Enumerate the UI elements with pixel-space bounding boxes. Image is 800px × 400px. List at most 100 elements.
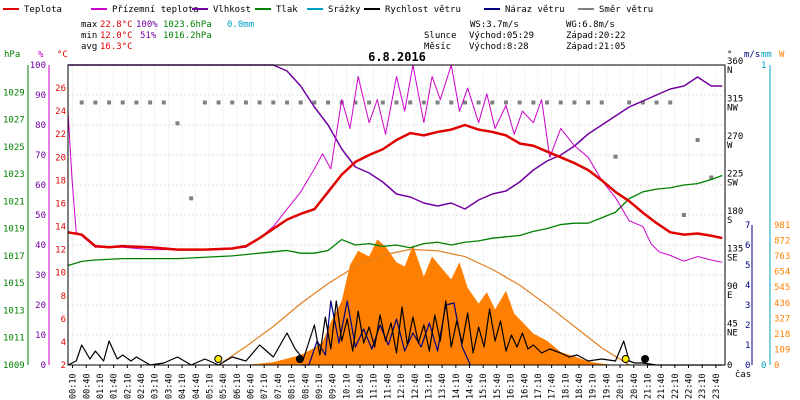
x-tick-label: 13:40 (438, 373, 448, 399)
tick-wind-dir-deg: 270 (727, 132, 743, 142)
tick-pressure: 1021 (3, 197, 25, 207)
left-axes: 1009101110131015101710191021102310251027… (3, 61, 66, 371)
wind-dir-point (148, 100, 153, 105)
series-temperature (67, 123, 723, 251)
tick-wind-dir-deg: 180 (727, 207, 743, 217)
legend-label-dew_point: Přízemní teplota (112, 5, 199, 15)
tick-humidity: 70 (35, 151, 46, 161)
axis-header-watt: W (779, 50, 785, 60)
stats-max-temp: 22.8°C (100, 20, 133, 30)
tick-temperature: 14 (55, 223, 66, 233)
stats-min-press: 1016.2hPa (163, 31, 212, 41)
x-tick-label: 02:40 (137, 373, 147, 399)
wind-dir-point (421, 100, 426, 105)
tick-wind-dir-name: SE (727, 254, 738, 264)
x-axis: 00:10 00:40 01:10 01:40 02:10 02:40 03:10 03:40… (69, 365, 722, 399)
tick-wind-ms: 5 (745, 261, 750, 271)
wind-speed-avg: WS:3.7m/s (470, 20, 519, 30)
tick-humidity: 20 (35, 301, 46, 311)
tick-wind-ms: 1 (745, 341, 750, 351)
tick-solar: 981 (774, 221, 790, 231)
tick-humidity: 30 (35, 271, 46, 281)
wind-dir-layer (79, 100, 714, 217)
tick-temperature: 2 (61, 361, 66, 371)
sunrise-time: Východ:05:29 (469, 31, 534, 41)
x-tick-label: 14:10 (452, 373, 462, 399)
tick-pressure: 1011 (3, 334, 25, 344)
solar-layer (218, 239, 630, 366)
tick-wind-dir-deg: 315 (727, 95, 743, 105)
moon-label: Měsíc (424, 42, 451, 52)
tick-wind-dir-deg: 360 (727, 57, 743, 67)
tick-solar: 218 (774, 330, 790, 340)
x-tick-label: 04:10 (178, 373, 188, 399)
wind-dir-point (312, 100, 317, 105)
x-tick-label: 13:10 (424, 373, 434, 399)
x-tick-label: 16:10 (507, 373, 517, 399)
x-tick-label: 23:10 (698, 373, 708, 399)
marker-layer (214, 355, 650, 363)
tick-humidity: 90 (35, 91, 46, 101)
wind-dir-point (462, 100, 467, 105)
tick-solar: 0 (774, 361, 779, 371)
x-tick-label: 01:40 (110, 373, 120, 399)
wind-dir-point (230, 100, 235, 105)
tick-pressure: 1019 (3, 225, 25, 235)
stats-max-press: 1023.6hPa (163, 20, 212, 30)
tick-wind-ms: 3 (745, 301, 750, 311)
wind-dir-point (120, 100, 125, 105)
x-tick-label: 07:10 (260, 373, 270, 399)
stats-min-temp: 12.0°C (100, 31, 133, 41)
wind-dir-point (93, 100, 98, 105)
stats-max-label: max (81, 20, 98, 30)
stats-avg-label: avg (81, 42, 97, 52)
tick-humidity: 40 (35, 241, 46, 251)
legend-label-wind_dir: Směr větru (599, 5, 653, 15)
axis-header-ms: m/s (744, 50, 760, 60)
wind-dir-point (586, 100, 591, 105)
tick-solar: 872 (774, 237, 790, 247)
tick-wind-dir-deg: 135 (727, 245, 743, 255)
legend-label-wind_speed: Rychlost větru (385, 5, 461, 15)
marker-sunrise (214, 355, 223, 363)
x-tick-label: 07:40 (274, 373, 284, 399)
tick-rain: 1 (761, 61, 766, 71)
x-tick-label: 17:10 (534, 373, 544, 399)
wind-dir-point (572, 100, 577, 105)
series-clear-sky (218, 248, 630, 366)
wind-dir-point (367, 100, 372, 105)
moonrise-time: Východ:8:28 (469, 42, 529, 52)
plot-frame (67, 64, 726, 366)
x-tick-label: 00:40 (82, 373, 92, 399)
wind-dir-point (531, 100, 536, 105)
wind-dir-point (504, 100, 508, 105)
tick-temperature: 26 (55, 84, 66, 94)
tick-solar: 545 (774, 283, 790, 293)
x-tick-label: 05:40 (219, 373, 229, 399)
wind-dir-point (449, 100, 454, 105)
wind-dir-point (394, 100, 399, 105)
wind-dir-point (202, 100, 207, 105)
stats-max-hum: 100% (136, 20, 158, 30)
legend-label-pressure: Tlak (276, 5, 298, 15)
x-tick-label: 06:10 (233, 373, 243, 399)
wind-dir-point (380, 100, 385, 105)
x-tick-label: 12:40 (411, 373, 421, 399)
stats-min-label: min (81, 31, 97, 41)
wind-gust-max: WG:6.8m/s (566, 20, 615, 30)
tick-temperature: 24 (55, 107, 66, 117)
tick-temperature: 4 (61, 338, 66, 348)
wind-dir-point (490, 100, 495, 105)
stats-block: max 22.8°C 100% 1023.6hPa 0.0mm min 12.0… (81, 20, 254, 52)
wind-dir-point (216, 100, 221, 105)
x-tick-label: 18:40 (575, 373, 585, 399)
tick-temperature: 12 (55, 246, 66, 256)
x-tick-label: 23:40 (712, 373, 722, 399)
wind-dir-point (285, 100, 289, 105)
x-tick-label: 17:40 (548, 373, 558, 399)
tick-solar: 654 (774, 268, 790, 278)
tick-rain: 0 (761, 361, 766, 371)
tick-solar: 436 (774, 299, 790, 309)
series-solar-area (226, 239, 616, 365)
stats-min-hum: 51% (140, 31, 157, 41)
